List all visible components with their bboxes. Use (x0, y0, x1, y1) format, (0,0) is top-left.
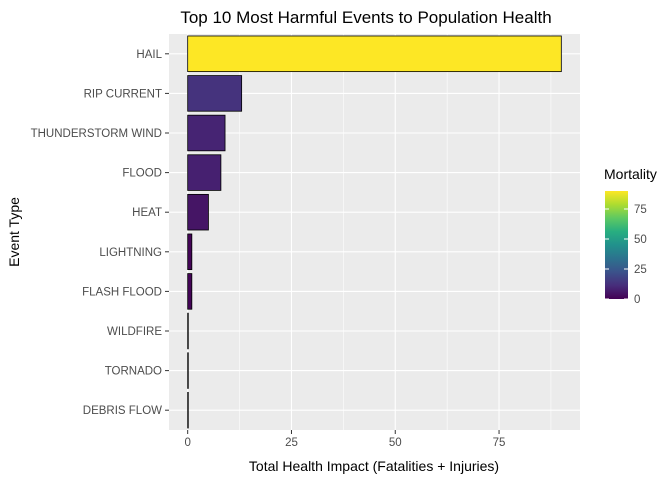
y-axis-labels: HAIL RIP CURRENT THUNDERSTORM WIND FLOOD HEA… (31, 49, 169, 417)
bar (187, 312, 189, 350)
y-tick-label: WILDFIRE (107, 326, 162, 338)
y-tick-label: FLASH FLOOD (82, 286, 162, 298)
bar (187, 35, 562, 73)
legend-tick-label: 25 (634, 264, 647, 276)
y-tick-label: DEBRIS FLOW (83, 405, 162, 417)
x-axis-labels: 0 25 50 75 (184, 430, 505, 449)
y-tick-label: RIP CURRENT (84, 88, 162, 100)
bars (187, 35, 562, 429)
bar (187, 193, 209, 231)
x-tick-label: 50 (389, 437, 402, 449)
legend-title: Mortality (604, 166, 657, 182)
legend-colorbar (605, 191, 628, 299)
y-tick-label: HAIL (136, 49, 162, 61)
bar (187, 352, 189, 389)
y-tick-label: FLOOD (122, 168, 162, 180)
x-axis-title: Total Health Impact (Fatalities + Injuri… (249, 458, 499, 474)
y-tick-label: LIGHTNING (99, 247, 162, 259)
bar (187, 273, 193, 310)
x-tick-label: 75 (493, 437, 506, 449)
bar (187, 75, 243, 112)
bar (187, 233, 193, 271)
bar (187, 154, 222, 191)
y-tick-label: TORNADO (105, 366, 162, 378)
bar (187, 391, 189, 429)
x-tick-label: 0 (184, 437, 190, 449)
legend-tick-label: 50 (634, 234, 647, 246)
y-tick-label: HEAT (132, 207, 162, 219)
chart-title: Top 10 Most Harmful Events to Population… (180, 8, 551, 27)
legend-ticks: 0 25 50 75 (605, 204, 647, 306)
legend-tick-label: 75 (634, 204, 647, 216)
color-legend: Mortality 0 25 50 75 (604, 166, 657, 306)
bar (187, 114, 226, 152)
y-tick-label: THUNDERSTORM WIND (31, 128, 162, 140)
y-axis-title: Event Type (6, 197, 22, 267)
legend-tick-label: 0 (634, 294, 640, 306)
x-tick-label: 25 (285, 437, 298, 449)
